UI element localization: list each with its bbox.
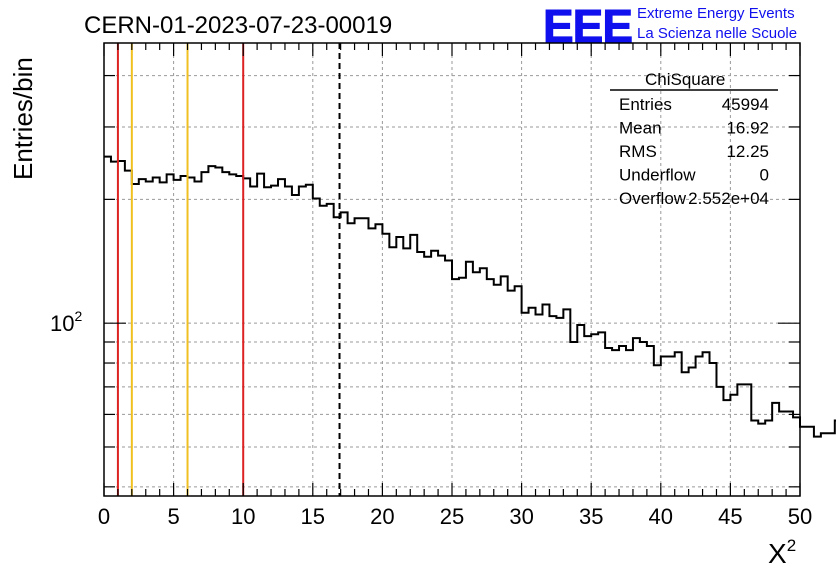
- x-tick-label: 50: [788, 504, 812, 529]
- stats-row-value: 0: [760, 166, 769, 185]
- x-tick-label: 45: [718, 504, 742, 529]
- x-tick-label: 10: [231, 504, 255, 529]
- stats-row-label: Entries: [619, 95, 672, 114]
- stats-row-label: Underflow: [619, 166, 696, 185]
- x-tick-label: 30: [509, 504, 533, 529]
- x-tick-label: 5: [167, 504, 179, 529]
- stats-row-value: 16.92: [726, 119, 769, 138]
- reference-lines: [116, 43, 341, 496]
- stats-box: ChiSquare Entries 45994 Mean 16.92 RMS 12.25 U…: [610, 70, 778, 208]
- y-axis-label: Entries/bin: [8, 57, 38, 180]
- stats-row-label: Overflow: [619, 189, 687, 208]
- histogram-layer: [104, 155, 836, 438]
- x-axis-label-exponent: 2: [787, 536, 796, 555]
- y-tick-label-base: 10: [50, 311, 74, 336]
- x-tick-label: 40: [649, 504, 673, 529]
- x-axis-label-base: X: [768, 538, 787, 569]
- chart-title: CERN-01-2023-07-23-00019: [84, 12, 392, 39]
- x-tick-label: 35: [579, 504, 603, 529]
- x-tick-label: 15: [301, 504, 325, 529]
- x-axis-label: X2: [768, 536, 796, 569]
- stats-rows: Entries 45994 Mean 16.92 RMS 12.25 Underflow 0 O…: [619, 95, 769, 208]
- stats-title: ChiSquare: [645, 70, 725, 89]
- y-tick-label: 102: [50, 308, 82, 336]
- brand-line-1: Extreme Energy Events: [637, 5, 795, 22]
- x-tick-label: 25: [440, 504, 464, 529]
- x-tick-label: 0: [98, 504, 110, 529]
- x-tick-label: 20: [370, 504, 394, 529]
- stats-row-label: RMS: [619, 142, 657, 161]
- y-tick-label-exponent: 2: [74, 308, 82, 324]
- stats-row-label: Mean: [619, 119, 662, 138]
- stats-row-value: 2.552e+04: [688, 189, 769, 208]
- stats-row-value: 12.25: [726, 142, 769, 161]
- eee-logo: EEE Extreme Energy Events La Scienza nel…: [543, 0, 798, 53]
- brand-line-2: La Scienza nelle Scuole: [637, 25, 797, 42]
- histogram-outline: [104, 155, 836, 438]
- stats-row-value: 45994: [722, 95, 769, 114]
